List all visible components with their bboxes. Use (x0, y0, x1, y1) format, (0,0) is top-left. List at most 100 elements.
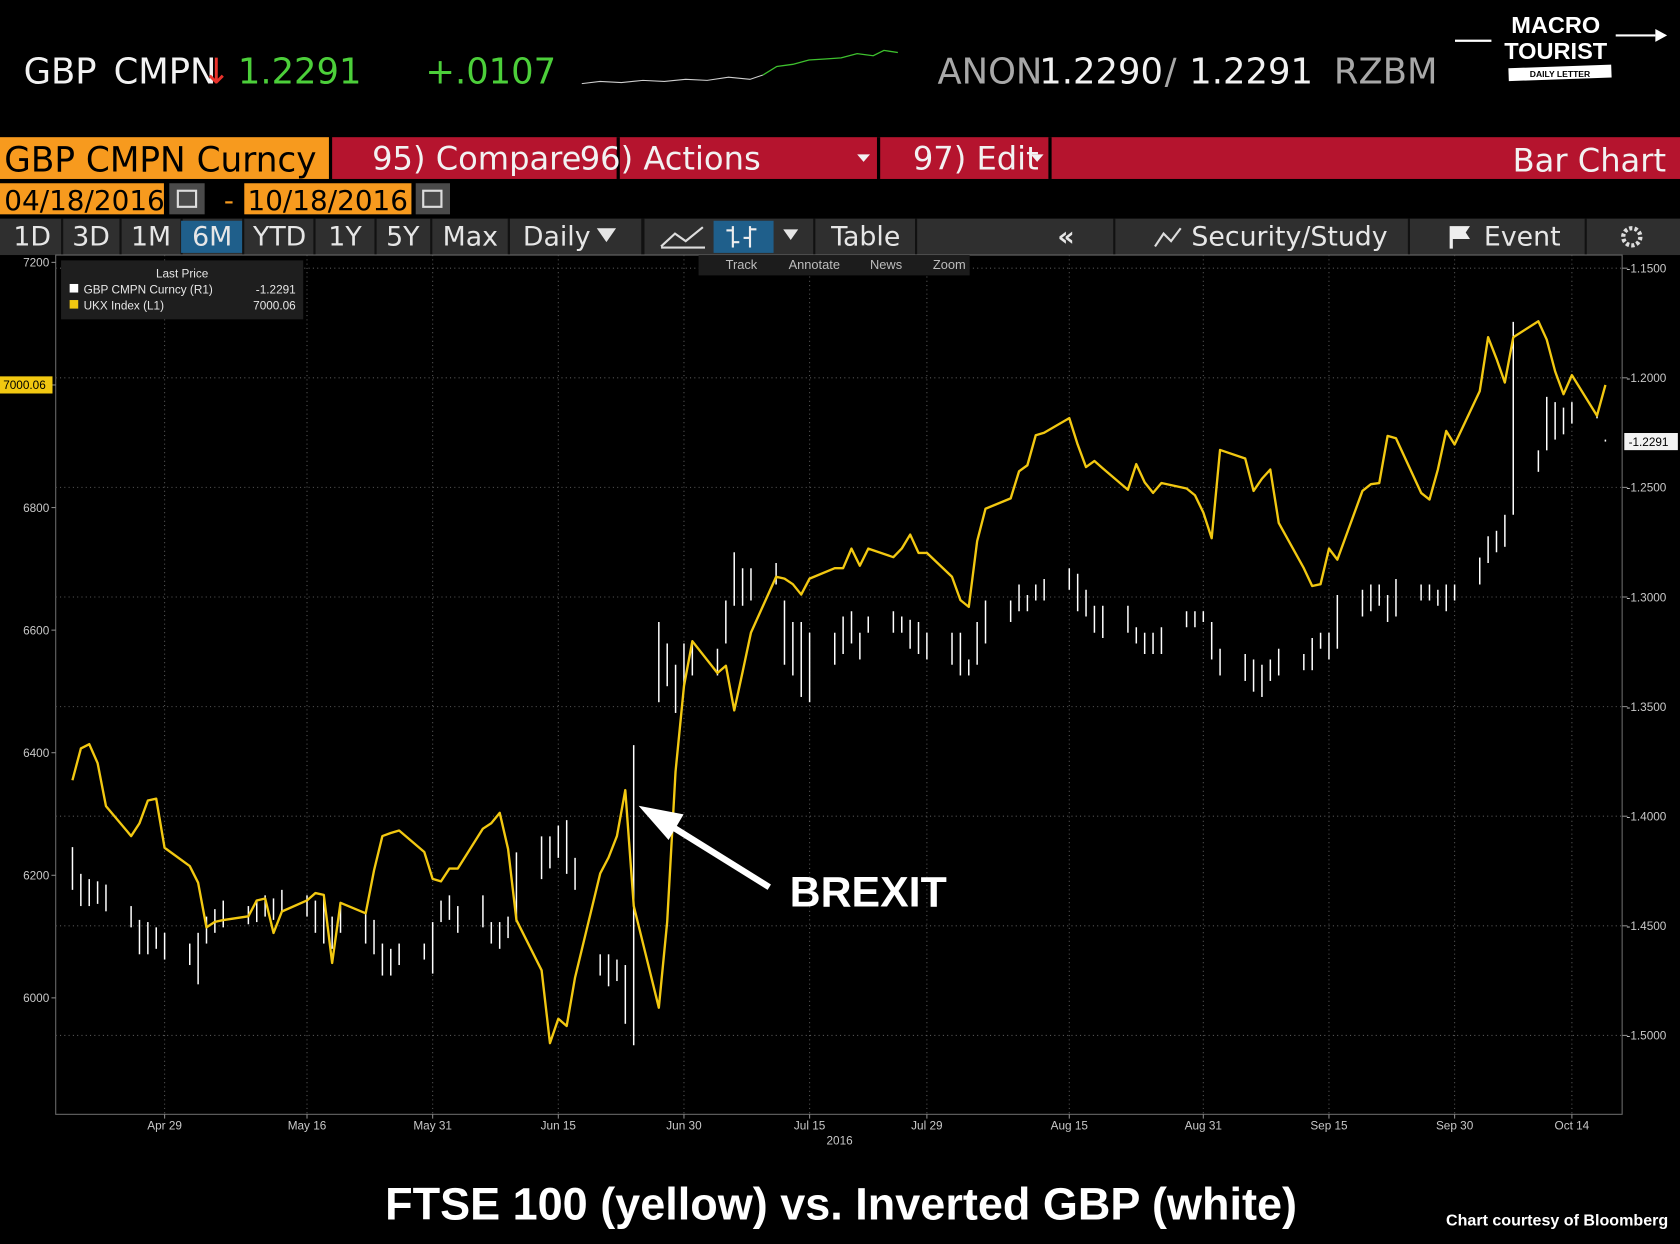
caret (596, 228, 617, 243)
security-box[interactable] (0, 137, 329, 179)
legend-swatch (69, 283, 79, 293)
x-tick-label: Oct 14 (1555, 1119, 1590, 1132)
ticker: GBP (24, 52, 97, 93)
sparkline-after (762, 49, 898, 76)
y2-tick-label: -1.4000 (1626, 810, 1666, 823)
chart-toolbar (698, 255, 970, 276)
y2-tick-label: -1.2500 (1626, 482, 1666, 495)
logo: MACRO TOURIST DAILY LETTER (1455, 12, 1668, 82)
period-tab[interactable]: YTD (252, 221, 306, 252)
annotation-arrow (662, 819, 771, 890)
period-tab[interactable]: Max (443, 221, 498, 252)
y-tick-label: 6400 (23, 747, 50, 760)
y2-tick-label: -1.3000 (1626, 591, 1666, 604)
y2-tick-label: -1.3500 (1626, 701, 1666, 714)
last-price: 1.2291 (238, 52, 362, 93)
tool-track[interactable]: Track (726, 257, 758, 272)
period-tab[interactable]: 1D (13, 221, 51, 252)
last-price-label: 7000.06 (3, 379, 46, 392)
collapse-button[interactable]: « (1057, 221, 1074, 252)
plot-area (55, 254, 1623, 1115)
period-tab[interactable]: 5Y (386, 221, 420, 252)
legend-value: -1.2291 (256, 284, 296, 297)
menu-bar (332, 137, 1680, 179)
calendar-button[interactable] (415, 183, 450, 215)
flag-icon (1449, 226, 1470, 249)
legend-entry: UKX Index (L1) (84, 300, 165, 313)
y2-tick-label: -1.2000 (1626, 372, 1666, 385)
security-study-button[interactable]: Security/Study (1191, 221, 1387, 252)
period-tab[interactable]: 1M (131, 221, 171, 252)
y-tick-label: 6000 (23, 992, 50, 1005)
last-price-marker (1624, 433, 1678, 451)
last-price-marker (0, 376, 53, 394)
study-icon (1154, 227, 1182, 248)
legend-value: 7000.06 (253, 300, 296, 313)
end-date-box[interactable] (244, 183, 412, 215)
caret (1030, 154, 1044, 162)
frequency[interactable]: Daily (523, 221, 591, 252)
dealer: ANON (938, 52, 1043, 93)
y-tick-label: 6200 (23, 870, 50, 883)
x-tick-label: Apr 29 (147, 1119, 182, 1132)
sparkline-before (581, 74, 764, 85)
bid: 1.2290 (1039, 52, 1163, 93)
logo-arrowhead (1655, 28, 1668, 42)
x-tick-label: Sep 30 (1436, 1119, 1474, 1132)
settings-icon[interactable] (1621, 226, 1643, 248)
caret[interactable] (783, 229, 799, 241)
menu-actions[interactable]: 96) Actions (580, 139, 761, 177)
legend-box (61, 260, 304, 320)
calendar-icon (422, 189, 443, 208)
y2-tick-label: -1.1500 (1626, 262, 1666, 275)
x-tick-label: Jun 30 (666, 1119, 702, 1132)
x-tick-label: Aug 15 (1051, 1119, 1089, 1132)
logo-tagline: DAILY LETTER (1530, 69, 1591, 79)
y-tick-label: 6600 (23, 624, 50, 637)
date-separator: - (224, 184, 234, 217)
tab-selected (181, 220, 244, 253)
x-tick-label: Sep 15 (1310, 1119, 1348, 1132)
y2-tick-label: -1.5000 (1626, 1030, 1666, 1043)
x-tick-label: Aug 31 (1185, 1119, 1222, 1132)
event-button[interactable]: Event (1484, 221, 1561, 252)
y-tick-label: 7200 (23, 257, 50, 270)
period-tab[interactable]: 3D (72, 221, 110, 252)
annotation-arrowhead (638, 805, 684, 841)
period-tab[interactable]: 6M (192, 221, 232, 252)
x-tick-label: Jun 15 (541, 1119, 577, 1132)
tool-zoom[interactable]: Zoom (933, 257, 966, 272)
bar-chart-icon (726, 226, 757, 248)
calendar-icon (176, 189, 198, 208)
logo-line1: MACRO (1511, 12, 1600, 38)
end-date: 10/18/2016 (247, 184, 407, 217)
direction: ↓ (201, 52, 231, 93)
caption: FTSE 100 (yellow) vs. Inverted GBP (whit… (385, 1178, 1297, 1229)
x-tick-label: Jul 15 (794, 1119, 826, 1132)
last-price-label: -1.2291 (1629, 436, 1669, 449)
legend-swatch (69, 300, 79, 309)
x-tick-label: Jul 29 (911, 1119, 942, 1132)
caret (857, 154, 870, 162)
tool-news[interactable]: News (870, 257, 902, 272)
start-date: 04/18/2016 (4, 184, 164, 217)
security: GBP CMPN Curncy (4, 140, 316, 180)
table-button[interactable]: Table (830, 221, 900, 252)
separator: / (1165, 52, 1177, 93)
price-line (71, 320, 1607, 1045)
tool-annotate[interactable]: Annotate (789, 257, 840, 272)
menu-compare[interactable]: 95) Compare (372, 139, 581, 177)
menu-edit[interactable]: 97) Edit (913, 139, 1039, 177)
y-tick-label: 6800 (23, 502, 50, 515)
period-tab[interactable]: 1Y (328, 221, 362, 252)
ask: 1.2291 (1189, 52, 1313, 93)
logo-line2: TOURIST (1504, 38, 1608, 64)
line-chart-icon[interactable] (660, 226, 704, 248)
x-tick-label: May 16 (288, 1119, 327, 1132)
legend-title: Last Price (156, 268, 209, 281)
x-axis-label: 2016 (827, 1134, 854, 1147)
start-date-box[interactable] (0, 183, 164, 215)
credit: Chart courtesy of Bloomberg (1446, 1212, 1668, 1230)
calendar-button[interactable] (169, 183, 205, 215)
